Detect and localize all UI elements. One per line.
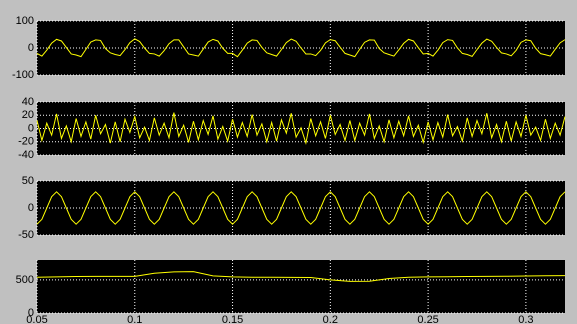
y-tick-label: 0: [28, 202, 34, 214]
y-tick-label: -20: [18, 136, 34, 148]
x-tick-label: 0.2: [323, 314, 338, 324]
signal-line: [36, 112, 566, 146]
y-tick-label: 500: [16, 274, 34, 286]
y-tick-label: 50: [22, 175, 34, 187]
y-tick-label: -100: [12, 69, 34, 81]
y-tick-label: 0: [28, 307, 34, 319]
y-tick-label: 100: [16, 15, 34, 27]
y-tick-label: 0: [28, 122, 34, 134]
plot-area: [37, 260, 565, 313]
y-tick-label: 20: [22, 109, 34, 121]
x-tick-label: 0.3: [518, 314, 533, 324]
signal-line: [36, 191, 566, 225]
y-tick-label: 40: [22, 96, 34, 108]
x-tick-label: 0.25: [417, 314, 438, 324]
y-tick-label: -50: [18, 229, 34, 241]
x-tick-label: 0.15: [222, 314, 243, 324]
x-tick-label: 0.1: [127, 314, 142, 324]
signal-line: [36, 38, 566, 58]
y-tick-label: 0: [28, 42, 34, 54]
x-tick-label: 0.05: [26, 314, 47, 324]
y-tick-label: -40: [18, 149, 34, 161]
signal-line: [36, 271, 566, 282]
